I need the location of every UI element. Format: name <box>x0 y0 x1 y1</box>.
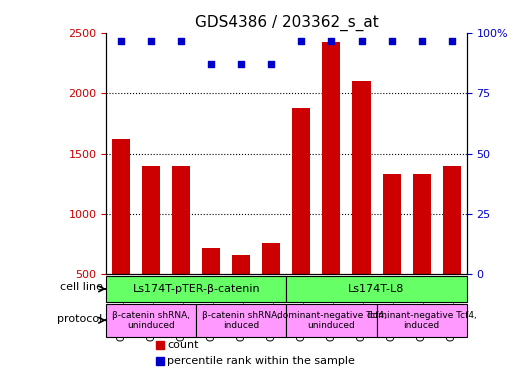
Text: cell line: cell line <box>60 282 103 293</box>
Text: Ls174T-pTER-β-catenin: Ls174T-pTER-β-catenin <box>132 284 260 294</box>
Bar <box>232 255 251 335</box>
Point <box>177 38 186 44</box>
Point <box>357 38 366 44</box>
Text: β-catenin shRNA,
uninduced: β-catenin shRNA, uninduced <box>112 311 190 330</box>
FancyBboxPatch shape <box>287 276 467 302</box>
Point <box>207 61 215 67</box>
FancyBboxPatch shape <box>106 276 287 302</box>
Title: GDS4386 / 203362_s_at: GDS4386 / 203362_s_at <box>195 15 378 31</box>
Point <box>267 61 276 67</box>
Bar <box>323 42 340 335</box>
Point <box>117 38 126 44</box>
Bar <box>353 81 370 335</box>
FancyBboxPatch shape <box>106 304 196 336</box>
Bar <box>382 174 401 335</box>
Bar <box>442 166 461 335</box>
Text: Ls174T-L8: Ls174T-L8 <box>348 284 405 294</box>
FancyBboxPatch shape <box>287 304 377 336</box>
Bar <box>202 248 220 335</box>
Text: protocol: protocol <box>58 313 103 324</box>
Text: percentile rank within the sample: percentile rank within the sample <box>167 356 355 366</box>
Text: count: count <box>167 340 199 350</box>
Text: dominant-negative Tcf4,
induced: dominant-negative Tcf4, induced <box>367 311 476 330</box>
Point <box>237 61 245 67</box>
Bar <box>142 166 160 335</box>
FancyBboxPatch shape <box>377 304 467 336</box>
Point <box>297 38 305 44</box>
Bar <box>413 174 430 335</box>
Text: β-catenin shRNA,
induced: β-catenin shRNA, induced <box>202 311 280 330</box>
Point <box>327 38 336 44</box>
Point <box>147 38 155 44</box>
Bar <box>112 139 130 335</box>
Point <box>388 38 396 44</box>
Bar <box>263 243 280 335</box>
Bar <box>292 108 311 335</box>
Point <box>448 38 456 44</box>
Point <box>417 38 426 44</box>
FancyBboxPatch shape <box>196 304 287 336</box>
Text: dominant-negative Tcf4,
uninduced: dominant-negative Tcf4, uninduced <box>277 311 386 330</box>
Bar <box>172 166 190 335</box>
